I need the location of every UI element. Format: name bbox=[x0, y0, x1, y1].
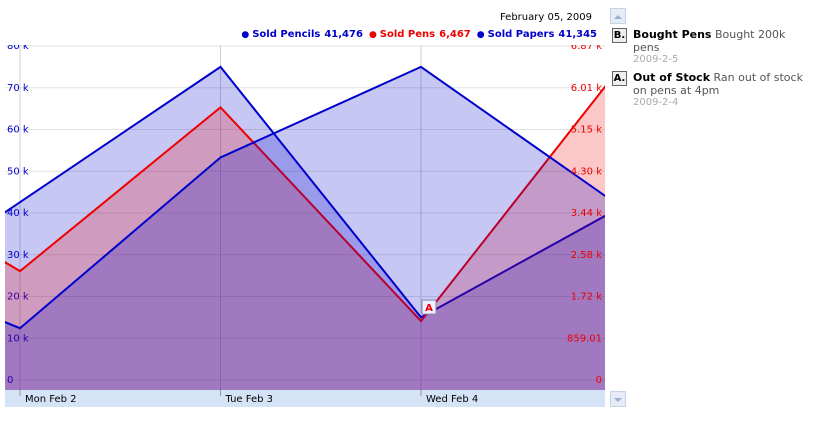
annotation[interactable]: A. Out of Stock Ran out of stock on pens … bbox=[612, 71, 812, 108]
x-axis-band bbox=[5, 390, 605, 407]
y-tick-label: 80 k bbox=[7, 41, 29, 52]
area bbox=[5, 66, 605, 390]
line bbox=[5, 85, 605, 323]
y-tick-label: 70 k bbox=[7, 83, 29, 94]
legend-name: Sold Pencils bbox=[252, 29, 321, 40]
legend-value: 6,467 bbox=[439, 29, 471, 40]
y2-tick-label: 5.15 k bbox=[571, 125, 602, 136]
axes: Mon Feb 2 Tue Feb 3 Wed Feb 4 bbox=[19, 390, 478, 405]
annotation[interactable]: B. Bought Pens Bought 200k pens 2009-2-5 bbox=[612, 28, 812, 65]
annotation-title: Out of Stock bbox=[633, 71, 711, 84]
x-tick-label: Mon Feb 2 bbox=[25, 394, 77, 405]
legend-name: Sold Pens bbox=[379, 29, 436, 40]
annotation-body: Bought Pens Bought 200k pens 2009-2-5 bbox=[633, 28, 812, 65]
y2-tick-label: 6.87 k bbox=[571, 41, 602, 52]
annotation-flag: B. bbox=[612, 28, 627, 43]
legend-dot: ● bbox=[241, 30, 250, 40]
y-tick-label: 60 k bbox=[7, 125, 29, 136]
y-tick-label: 10 k bbox=[7, 333, 29, 344]
area bbox=[5, 86, 605, 390]
annotation-body: Out of Stock Ran out of stock on pens at… bbox=[633, 71, 812, 108]
annotation-date: 2009-2-4 bbox=[633, 97, 679, 108]
y-tick-label: 20 k bbox=[7, 292, 29, 303]
annotation-desc: Bought 200k pens bbox=[633, 28, 786, 54]
legend-dot: ● bbox=[368, 30, 377, 40]
x-tick-label: Tue Feb 3 bbox=[225, 394, 274, 405]
plot: 0 10 k 20 k 30 k 40 k 50 k 60 k 70 k 80 k 0 859.01… bbox=[5, 41, 605, 390]
annotation-text: Bought Pens Bought 200k pens bbox=[633, 28, 812, 54]
y-tick-label: 40 k bbox=[7, 208, 29, 219]
scroll-down[interactable] bbox=[610, 391, 626, 407]
y2-tick-label: 6.01 k bbox=[571, 83, 602, 94]
y-tick-label: 50 k bbox=[7, 166, 29, 177]
line bbox=[5, 65, 605, 319]
y2-tick-label: 3.44 k bbox=[571, 208, 602, 219]
annotation-desc: Ran out of stock on pens at 4pm bbox=[633, 71, 803, 97]
y2-tick-label: 4.30 k bbox=[571, 166, 602, 177]
y2-tick-label: 1.72 k bbox=[571, 292, 602, 303]
annotation-flag-label: A bbox=[425, 303, 433, 314]
legend-value: 41,476 bbox=[324, 29, 363, 40]
y2-tick-label: 859.01 bbox=[567, 333, 602, 344]
y-tick-label: 30 k bbox=[7, 250, 29, 261]
scroll-up[interactable] bbox=[610, 8, 626, 24]
area bbox=[5, 66, 605, 390]
y-tick-label: 0 bbox=[7, 375, 13, 386]
legend-dot: ● bbox=[476, 30, 485, 40]
y2-tick-label: 2.58 k bbox=[571, 250, 602, 261]
annotation-date: 2009-2-5 bbox=[633, 54, 679, 65]
line bbox=[5, 65, 605, 330]
chart: 0 10 k 20 k 30 k 40 k 50 k 60 k 70 k 80 k 0 859.01… bbox=[5, 41, 605, 407]
annotation-flag[interactable] bbox=[421, 299, 437, 315]
legend: ● Sold Pencils 41,476 ● Sold Pens 6,467 ● Sold … bbox=[235, 29, 597, 40]
y2-tick-label: 0 bbox=[596, 375, 602, 386]
legend-name: Sold Papers bbox=[487, 29, 555, 40]
annotation-panel: B. Bought Pens Bought 200k pens 2009-2-5 A.… bbox=[612, 28, 812, 114]
annotation-text: Out of Stock Ran out of stock on pens at… bbox=[633, 71, 812, 97]
date: February 05, 2009 bbox=[499, 12, 592, 23]
annotation-title: Bought Pens bbox=[633, 28, 712, 41]
annotation-flag: A. bbox=[612, 71, 627, 86]
x-tick-label: Wed Feb 4 bbox=[426, 394, 478, 405]
legend-value: 41,345 bbox=[558, 29, 597, 40]
